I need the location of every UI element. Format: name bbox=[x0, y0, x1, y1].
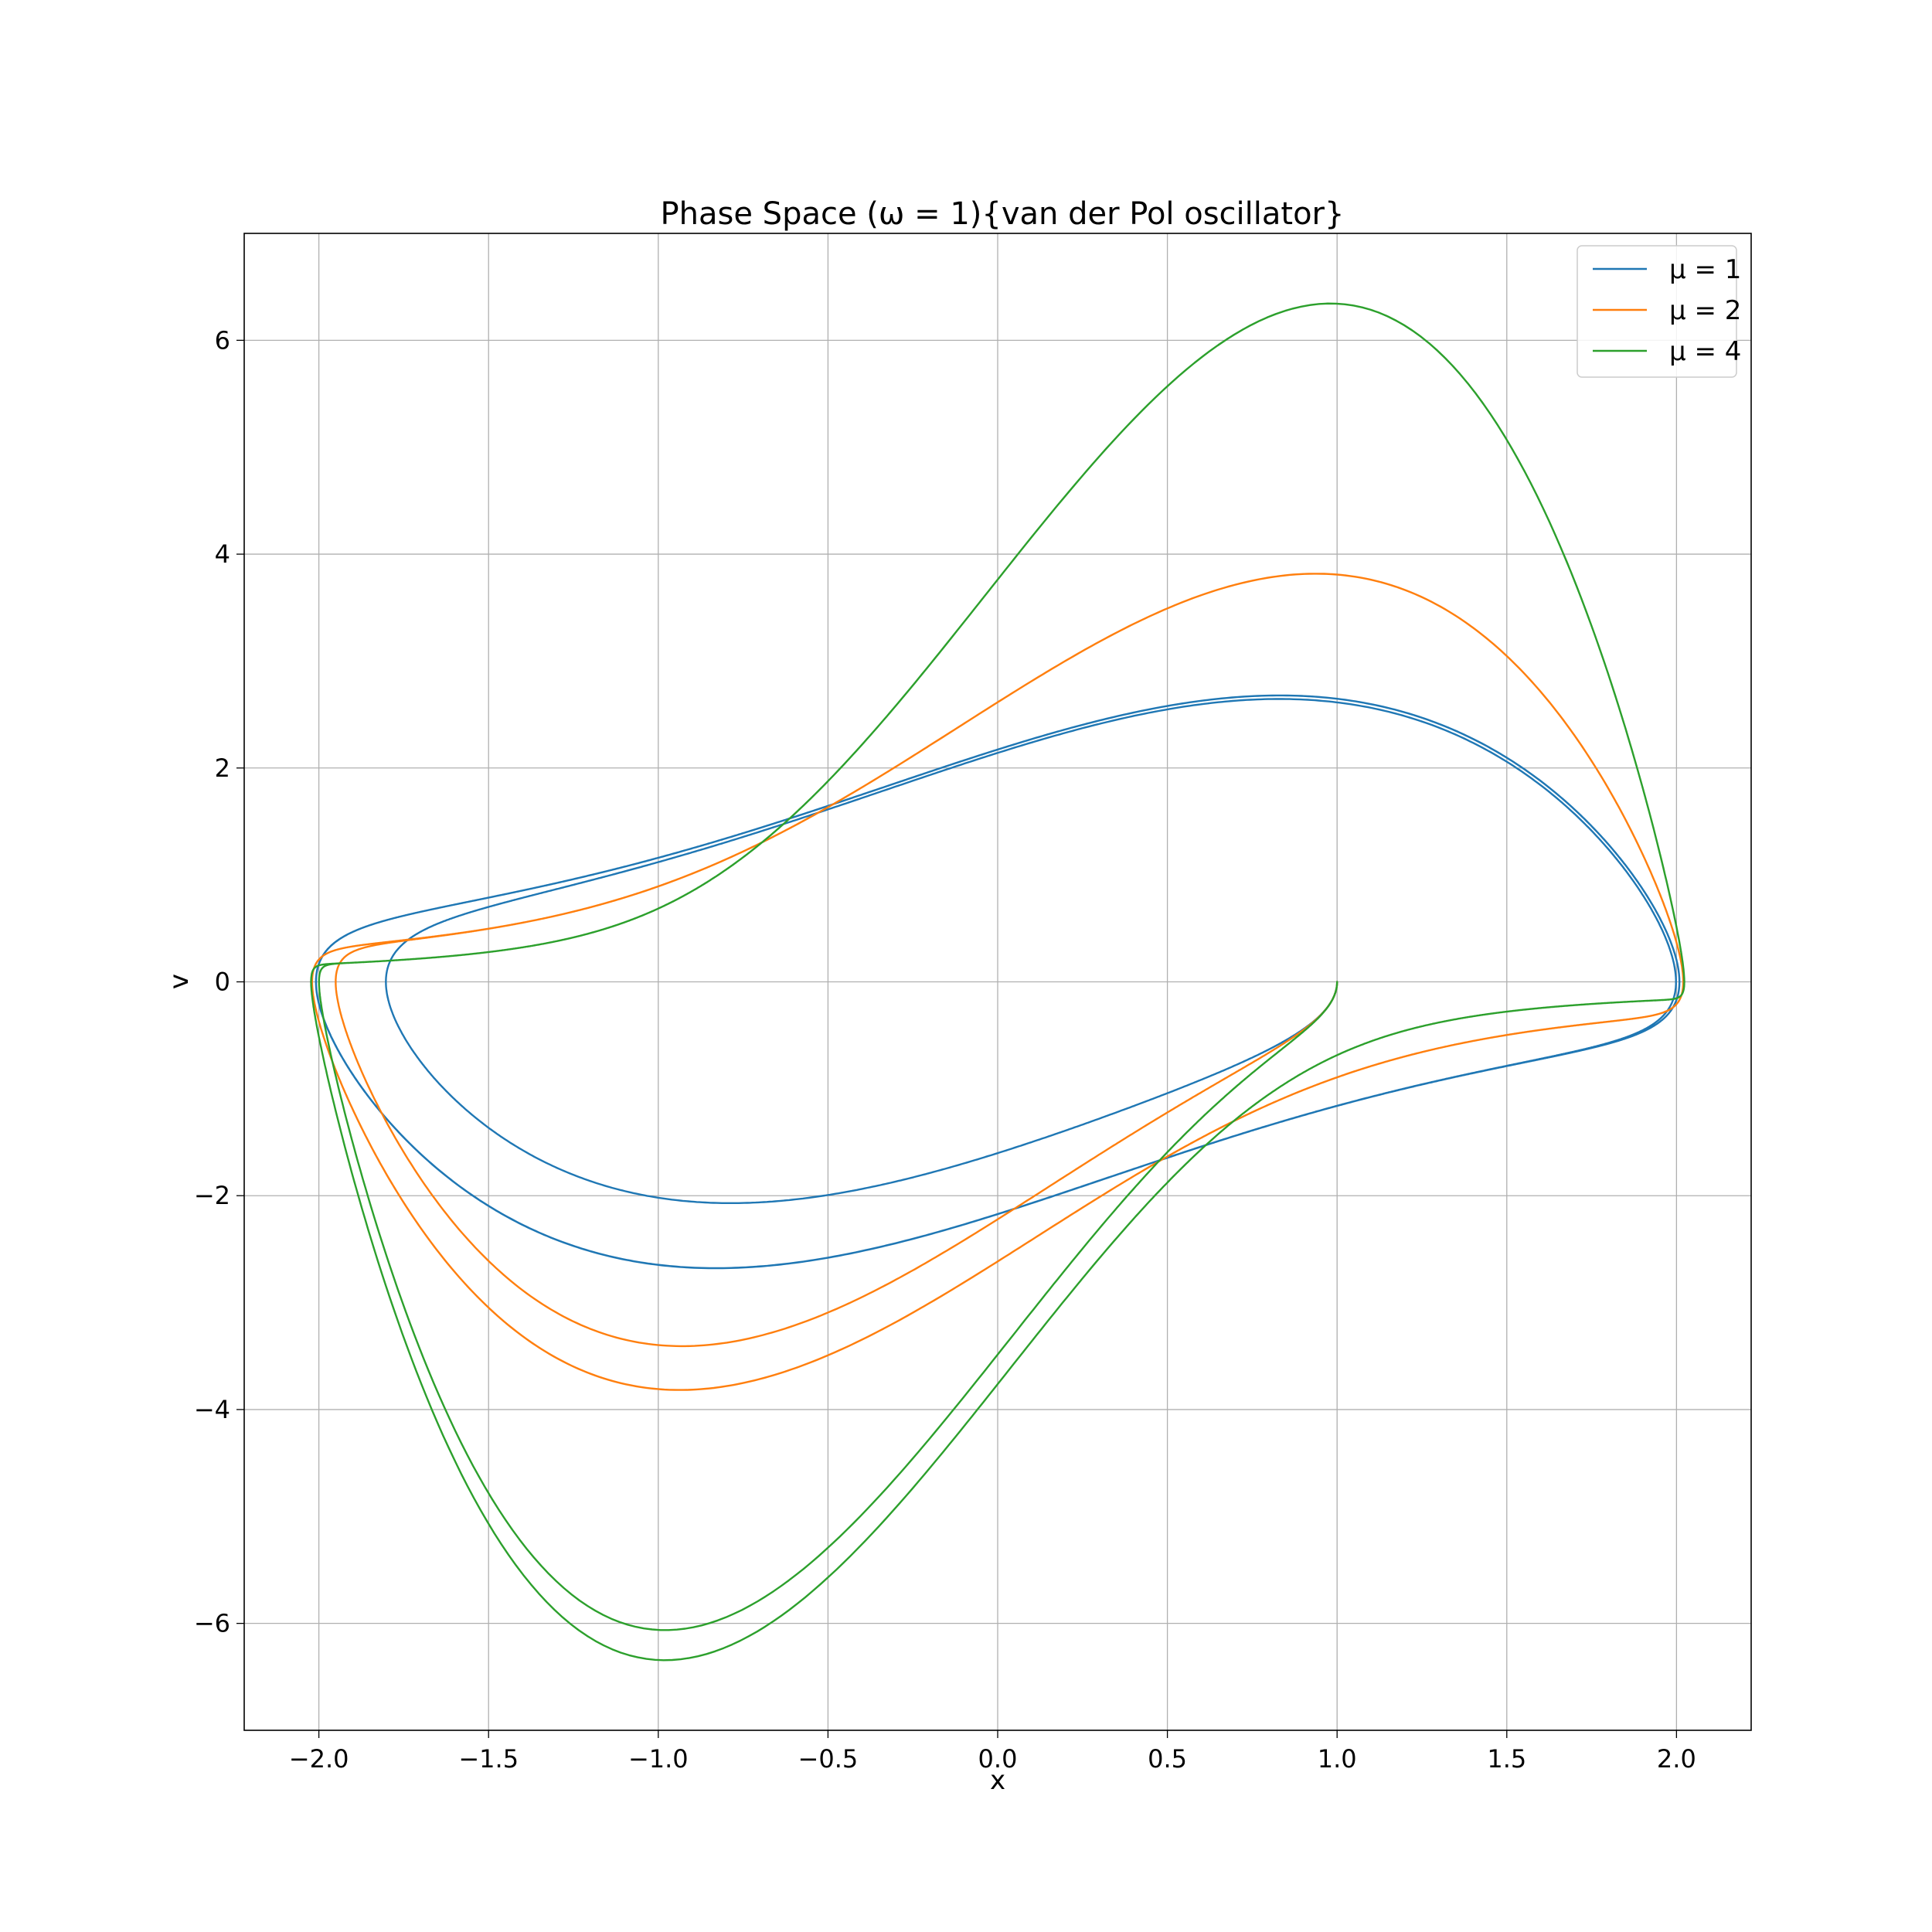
x-tick-label: 1.0 bbox=[1318, 1744, 1357, 1774]
x-tick-label: −1.0 bbox=[628, 1744, 689, 1774]
legend-label-mu-2: μ = 2 bbox=[1669, 295, 1741, 326]
chart-title: Phase Space (ω = 1){van der Pol oscillat… bbox=[661, 196, 1345, 232]
y-axis-label: v bbox=[164, 974, 195, 989]
y-tick-label: 0 bbox=[215, 968, 230, 997]
x-tick-label: 0.0 bbox=[978, 1744, 1018, 1774]
y-tick-label: 2 bbox=[215, 753, 230, 783]
x-tick-label: −2.0 bbox=[289, 1744, 349, 1774]
legend-label-mu-1: μ = 1 bbox=[1669, 254, 1741, 285]
x-tick-label: 2.0 bbox=[1657, 1744, 1696, 1774]
y-tick-label: 4 bbox=[215, 539, 230, 569]
x-tick-label: 0.5 bbox=[1148, 1744, 1187, 1774]
x-tick-label: −1.5 bbox=[458, 1744, 519, 1774]
legend-label-mu-4: μ = 4 bbox=[1669, 336, 1741, 367]
x-tick-label: −0.5 bbox=[798, 1744, 859, 1774]
legend-frame bbox=[1577, 245, 1737, 378]
axis-ticks: −2.0 −1.5 −1.0 −0.5 0.0 0.5 1.0 1.5 2.0 −6 −4 −2 0 2 4… bbox=[194, 325, 1696, 1774]
series-line-mu-1 bbox=[315, 694, 1681, 1270]
series-line-mu-2 bbox=[311, 573, 1685, 1391]
y-tick-label: −4 bbox=[194, 1395, 230, 1424]
y-tick-label: 6 bbox=[215, 325, 230, 355]
legend: μ = 1 μ = 2 μ = 4 bbox=[1577, 245, 1741, 378]
series-layer bbox=[310, 302, 1685, 1662]
y-tick-label: −2 bbox=[194, 1181, 230, 1210]
x-axis-label: x bbox=[990, 1765, 1005, 1796]
grid bbox=[244, 233, 1751, 1730]
series-line-mu-4 bbox=[310, 302, 1685, 1662]
y-tick-label: −6 bbox=[194, 1609, 230, 1638]
x-tick-label: 1.5 bbox=[1487, 1744, 1526, 1774]
